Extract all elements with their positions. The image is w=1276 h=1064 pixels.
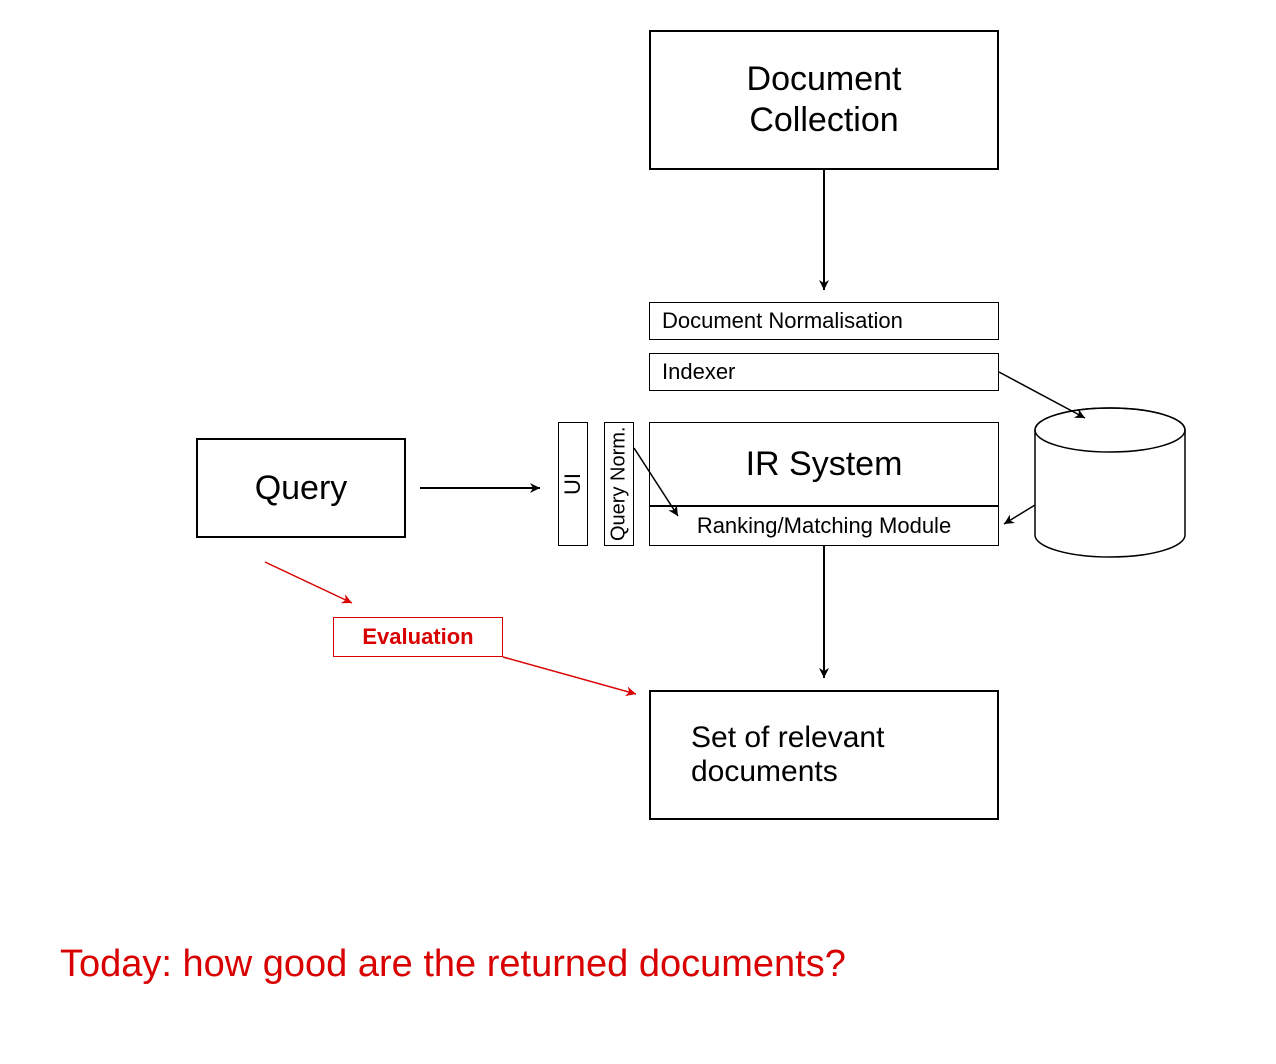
node-ir-system: IR System <box>649 422 999 506</box>
node-ui: UI <box>558 422 588 546</box>
label-query: Query <box>255 469 348 508</box>
label-ui: UI <box>560 473 586 495</box>
node-document-collection: Document Collection <box>649 30 999 170</box>
diagram-overlay <box>0 0 1276 1064</box>
label-ir-system: IR System <box>746 445 903 484</box>
node-query: Query <box>196 438 406 538</box>
node-evaluation: Evaluation <box>333 617 503 657</box>
label-document-collection: Document Collection <box>747 59 902 141</box>
node-ranking-module: Ranking/Matching Module <box>649 506 999 546</box>
node-query-norm: Query Norm. <box>604 422 634 546</box>
label-indexer: Indexer <box>662 359 735 385</box>
node-relevant-docs: Set of relevant documents <box>649 690 999 820</box>
label-indexes: Indexes <box>1070 472 1150 498</box>
label-ranking-module: Ranking/Matching Module <box>697 513 951 539</box>
label-evaluation: Evaluation <box>362 624 473 650</box>
edge-indexes-to-ranking <box>1004 505 1035 524</box>
node-indexer: Indexer <box>649 353 999 391</box>
label-doc-normalisation: Document Normalisation <box>662 308 903 334</box>
label-relevant-docs: Set of relevant documents <box>691 721 884 789</box>
node-doc-normalisation: Document Normalisation <box>649 302 999 340</box>
label-query-norm: Query Norm. <box>608 427 631 541</box>
edge-evaluation-to-relevant <box>503 657 636 694</box>
caption-text: Today: how good are the returned documen… <box>60 943 846 986</box>
edge-indexer-to-indexes <box>999 372 1085 418</box>
edge-query-to-evaluation <box>265 562 352 603</box>
